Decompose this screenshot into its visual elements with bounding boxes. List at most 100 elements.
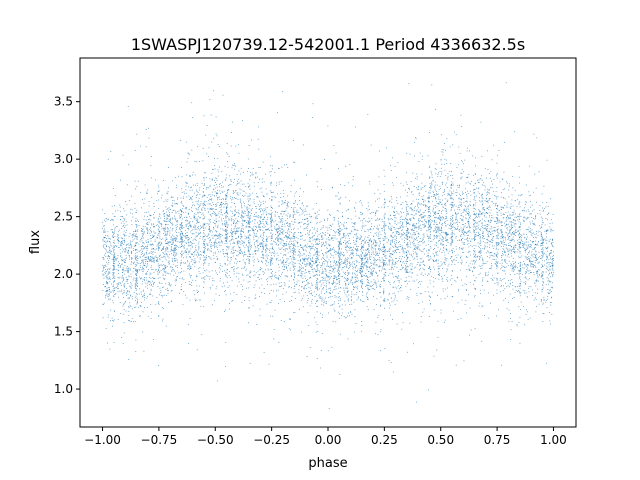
data-point: [542, 217, 544, 219]
data-point: [421, 173, 423, 175]
data-point: [445, 205, 447, 207]
data-point: [231, 216, 233, 218]
data-point: [475, 236, 477, 237]
data-point: [264, 226, 266, 227]
data-point: [158, 315, 159, 317]
data-point: [192, 117, 194, 118]
data-point: [344, 281, 346, 283]
data-point: [226, 203, 228, 205]
data-point: [254, 284, 256, 286]
data-point: [315, 275, 317, 276]
data-point: [384, 216, 385, 218]
data-point: [249, 227, 251, 228]
data-point: [513, 224, 515, 226]
data-point: [146, 259, 147, 261]
data-point: [428, 273, 430, 275]
data-point: [545, 301, 546, 303]
data-point: [509, 231, 511, 233]
data-point: [277, 245, 279, 247]
data-point: [166, 295, 168, 296]
data-point: [282, 228, 284, 230]
data-point: [198, 285, 200, 287]
data-point: [257, 241, 259, 243]
data-point: [444, 163, 445, 165]
data-point: [201, 208, 203, 210]
data-point: [136, 271, 138, 272]
data-point: [496, 174, 498, 175]
data-point: [216, 192, 218, 194]
data-point: [163, 201, 165, 202]
data-point: [435, 227, 437, 228]
data-point: [159, 236, 161, 238]
data-point: [547, 268, 549, 270]
data-point: [207, 245, 209, 247]
data-point: [527, 318, 529, 320]
data-point: [145, 256, 147, 258]
data-point: [112, 274, 114, 275]
data-point: [119, 263, 120, 264]
data-point: [511, 240, 513, 242]
data-point: [378, 259, 380, 260]
data-point: [209, 236, 211, 238]
data-point: [225, 177, 227, 179]
data-point: [205, 177, 207, 178]
data-point: [439, 221, 441, 223]
data-point: [349, 232, 351, 234]
data-point: [364, 256, 366, 257]
data-point: [504, 225, 506, 227]
data-point: [169, 219, 171, 220]
data-point: [249, 241, 251, 243]
data-point: [247, 230, 249, 232]
data-point: [147, 256, 149, 258]
data-point: [512, 239, 514, 241]
data-point: [165, 272, 167, 274]
data-point: [481, 213, 483, 215]
data-point: [473, 267, 474, 269]
data-point: [168, 207, 170, 209]
data-point: [436, 206, 438, 207]
data-point: [501, 231, 503, 233]
data-point: [205, 134, 207, 136]
data-point: [195, 195, 197, 196]
data-point: [512, 233, 514, 234]
data-point: [505, 251, 506, 253]
data-point: [474, 280, 475, 281]
data-point: [280, 219, 282, 221]
data-point: [397, 203, 399, 204]
data-point: [451, 241, 453, 242]
data-point: [443, 247, 444, 249]
data-point: [142, 225, 144, 227]
data-point: [451, 236, 452, 238]
data-point: [438, 203, 440, 204]
data-point: [413, 234, 415, 236]
data-point: [395, 251, 396, 253]
data-point: [257, 197, 259, 199]
data-point: [433, 260, 434, 262]
data-point: [142, 228, 144, 230]
data-point: [488, 221, 490, 223]
data-point: [514, 231, 516, 233]
data-point: [546, 259, 548, 261]
data-point: [328, 250, 330, 252]
data-point: [504, 260, 505, 262]
data-point: [102, 239, 104, 241]
data-point: [397, 271, 399, 272]
data-point: [296, 209, 298, 211]
data-point: [344, 278, 346, 279]
data-point: [270, 181, 272, 183]
data-point: [478, 197, 480, 199]
data-point: [419, 249, 421, 251]
data-point: [548, 280, 550, 282]
data-point: [354, 233, 356, 235]
data-point: [215, 270, 216, 272]
data-point: [150, 294, 152, 295]
data-point: [411, 235, 413, 237]
data-point: [531, 263, 532, 265]
data-point: [162, 227, 164, 229]
data-point: [261, 226, 263, 228]
data-point: [230, 196, 232, 198]
data-point: [373, 257, 375, 259]
data-point: [281, 232, 282, 234]
data-point: [135, 306, 137, 308]
data-point: [306, 174, 307, 176]
